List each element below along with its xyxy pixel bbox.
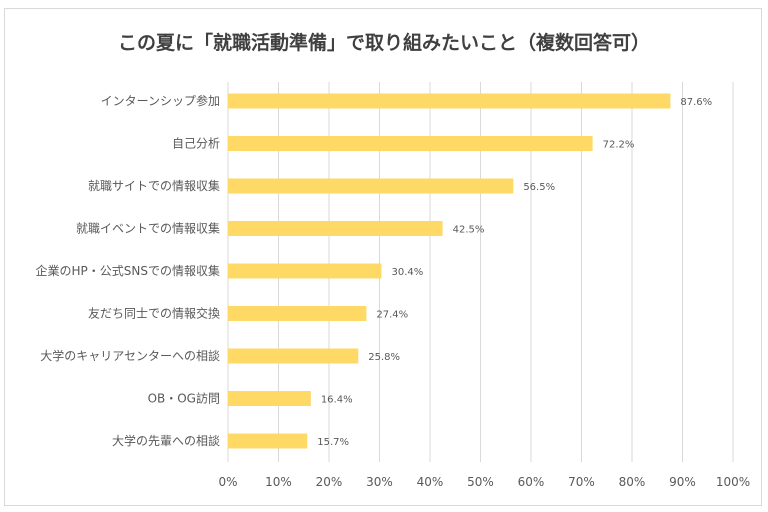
chart-frame <box>4 8 762 506</box>
category-label: 企業のHP・公式SNSでの情報収集 <box>36 263 220 278</box>
data-label: 56.5% <box>523 182 555 193</box>
bar <box>228 263 382 279</box>
data-label: 72.2% <box>603 140 635 151</box>
x-tick-label: 70% <box>568 475 595 489</box>
bar <box>228 221 443 236</box>
category-label: 友だち同士での情報交換 <box>88 306 220 321</box>
x-tick-label: 40% <box>417 475 444 489</box>
bar <box>228 391 311 406</box>
x-tick-label: 100% <box>716 475 750 489</box>
category-label: 大学のキャリアセンターへの相談 <box>40 348 220 363</box>
data-label: 16.4% <box>321 395 353 406</box>
category-label: OB・OG訪問 <box>148 391 220 406</box>
data-label: 15.7% <box>317 437 349 448</box>
x-tick-label: 0% <box>218 475 237 489</box>
x-tick-label: 90% <box>669 475 696 489</box>
data-label: 30.4% <box>392 267 424 278</box>
category-label: 自己分析 <box>172 137 220 151</box>
category-label: 就職サイトでの情報収集 <box>88 178 220 193</box>
data-label: 27.4% <box>376 310 408 321</box>
x-tick-label: 80% <box>619 475 646 489</box>
x-tick-label: 20% <box>316 475 343 489</box>
bar <box>228 306 367 321</box>
category-label: 大学の先輩への相談 <box>112 433 220 448</box>
category-label: インターンシップ参加 <box>101 93 220 108</box>
category-label: 就職イベントでの情報収集 <box>76 221 220 236</box>
bar <box>228 93 671 109</box>
x-tick-label: 60% <box>518 475 545 489</box>
data-label: 25.8% <box>368 352 400 363</box>
x-tick-label: 30% <box>366 475 393 489</box>
x-tick-label: 50% <box>467 475 494 489</box>
chart-title: この夏に「就職活動準備」で取り組みたいこと（複数回答可） <box>117 32 650 54</box>
data-label: 87.6% <box>680 97 712 108</box>
x-tick-label: 10% <box>265 475 292 489</box>
bar <box>228 433 308 449</box>
bar <box>228 136 593 151</box>
data-label: 42.5% <box>453 225 485 236</box>
bar <box>228 178 514 194</box>
bar <box>228 348 359 364</box>
